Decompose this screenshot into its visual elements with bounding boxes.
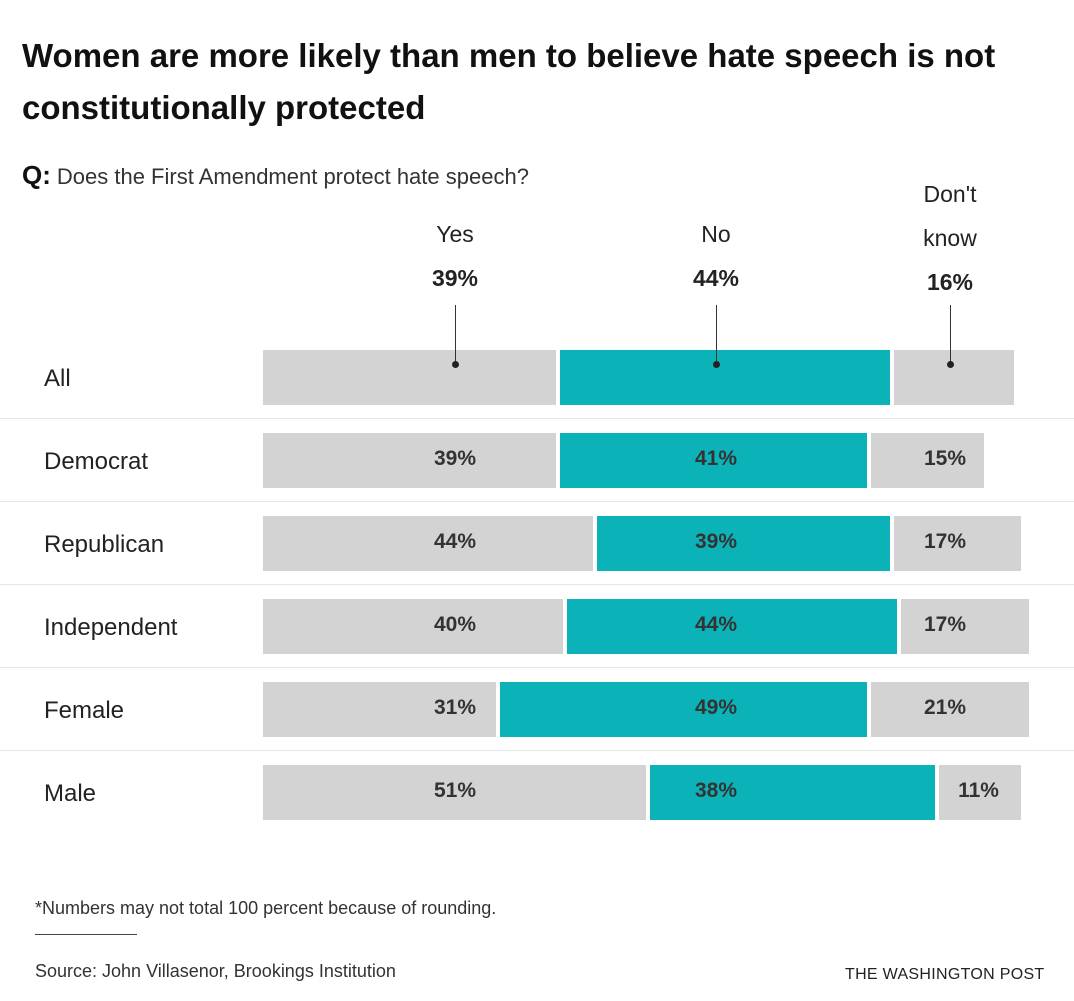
column-header-value: 16% xyxy=(926,269,974,295)
column-header-label-line2: know xyxy=(923,225,977,251)
bar-dont-know-democrat xyxy=(871,433,984,488)
value-label-dont-know: 21% xyxy=(923,696,967,719)
chart-title: Women are more likely than men to believ… xyxy=(22,37,996,126)
question: Q: Does the First Amendment protect hate … xyxy=(22,160,529,191)
column-header-label: Yes xyxy=(436,221,474,247)
value-label-no: 39% xyxy=(694,530,738,553)
row-separator xyxy=(0,501,1074,502)
bar-no-male xyxy=(649,765,935,820)
column-header-no: No 44% xyxy=(646,212,786,300)
bar-dont-know-republican xyxy=(893,516,1021,571)
row-label-independent: Independent xyxy=(44,614,178,641)
row-label-republican: Republican xyxy=(44,531,165,558)
bar-yes-independent xyxy=(263,599,563,654)
column-header-yes: Yes 39% xyxy=(385,212,525,300)
row-separator xyxy=(0,667,1074,668)
value-label-yes: 44% xyxy=(433,530,477,553)
column-header-value: 44% xyxy=(692,265,740,291)
column-header-dont-know: Don't know 16% xyxy=(880,172,1020,304)
row-separator xyxy=(0,418,1074,419)
row-label-all: All xyxy=(44,365,71,392)
value-label-dont-know: 11% xyxy=(958,779,999,802)
bar-no-independent xyxy=(567,599,897,654)
publisher-logo: THE WASHINGTON POST xyxy=(845,966,1045,983)
leader-line-dont-know xyxy=(950,305,951,364)
question-text: Does the First Amendment protect hate sp… xyxy=(56,164,529,189)
row-label-female: Female xyxy=(44,697,125,724)
leader-dot-dont-know xyxy=(947,361,954,368)
bar-dont-know-female xyxy=(871,682,1029,737)
bar-yes-male xyxy=(263,765,646,820)
value-label-no: 38% xyxy=(694,779,738,802)
value-label-no: 41% xyxy=(694,447,738,470)
leader-dot-no xyxy=(713,361,720,368)
bar-no-all xyxy=(559,350,890,405)
value-label-dont-know: 17% xyxy=(923,530,967,553)
value-label-yes: 40% xyxy=(433,613,477,636)
bar-dont-know-all xyxy=(893,350,1014,405)
value-label-dont-know: 17% xyxy=(923,613,967,636)
bar-yes-all xyxy=(263,350,556,405)
bar-no-female xyxy=(499,682,867,737)
footnote: *Numbers may not total 100 percent becau… xyxy=(35,898,497,918)
bar-dont-know-independent xyxy=(901,599,1029,654)
row-label-male: Male xyxy=(44,780,97,807)
value-label-dont-know: 15% xyxy=(923,447,967,470)
footnote-divider xyxy=(35,934,137,935)
column-header-label-line1: Don't xyxy=(923,181,977,207)
leader-dot-yes xyxy=(452,361,459,368)
bar-yes-democrat xyxy=(263,433,556,488)
bar-yes-female xyxy=(263,682,496,737)
source-credit: Source: John Villasenor, Brookings Insti… xyxy=(35,961,396,981)
column-header-label: No xyxy=(701,221,731,247)
row-separator xyxy=(0,750,1074,751)
value-label-yes: 51% xyxy=(433,779,477,802)
leader-line-no xyxy=(716,305,717,364)
leader-line-yes xyxy=(455,305,456,364)
question-prefix: Q: xyxy=(22,160,51,190)
row-label-democrat: Democrat xyxy=(44,448,149,475)
bar-no-republican xyxy=(597,516,890,571)
bar-no-democrat xyxy=(559,433,867,488)
column-header-value: 39% xyxy=(431,265,479,291)
bar-dont-know-male xyxy=(938,765,1021,820)
value-label-no: 49% xyxy=(694,696,738,719)
value-label-yes: 31% xyxy=(433,696,477,719)
row-separator xyxy=(0,584,1074,585)
value-label-no: 44% xyxy=(694,613,738,636)
value-label-yes: 39% xyxy=(433,447,477,470)
bar-yes-republican xyxy=(263,516,593,571)
